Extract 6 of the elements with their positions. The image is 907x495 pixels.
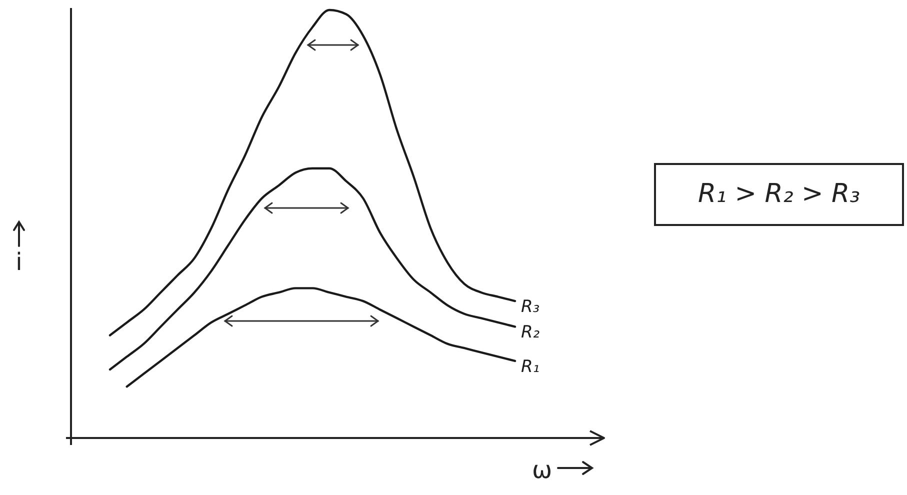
series-label: R₃ bbox=[521, 297, 540, 318]
x-axis-title: ω bbox=[532, 456, 552, 484]
y-axis-title: i bbox=[16, 248, 22, 276]
text: R₁ > R₂ > R₃ bbox=[698, 179, 860, 209]
series-label: R₁ bbox=[521, 356, 540, 377]
series-label: R₂ bbox=[521, 322, 540, 343]
